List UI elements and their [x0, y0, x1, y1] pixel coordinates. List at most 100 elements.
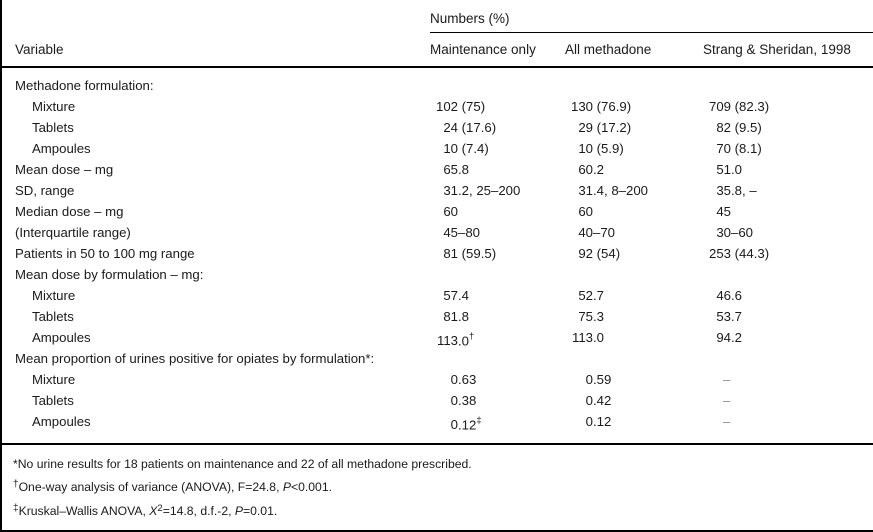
row-label: Tablets — [32, 309, 74, 324]
row-label: Ampoules — [32, 141, 91, 156]
table-cell: 31.4, 8–200 — [578, 183, 648, 198]
row-label: SD, range — [15, 183, 75, 198]
table-cell: 52.7 — [578, 288, 604, 303]
table-cell: 0.12‡ — [450, 415, 482, 433]
table-cell — [565, 348, 703, 369]
footnote-line: *No urine results for 18 patients on mai… — [13, 457, 472, 471]
row-label: Mean dose – mg — [15, 162, 114, 177]
table-cell: 31.2, 25–200 — [443, 183, 521, 198]
table-cell — [430, 264, 565, 285]
table-cell: 53.7 — [716, 309, 742, 324]
table-cell: 102 (75) — [435, 99, 486, 114]
row-label: Tablets — [32, 393, 74, 408]
table-row: Median dose – mg 60 60 45 — [2, 201, 873, 222]
table-cell: 70 (8.1) — [716, 141, 762, 156]
table-cell — [565, 75, 703, 96]
table-cell: 60.2 — [578, 162, 604, 177]
row-label: Mixture — [32, 99, 76, 114]
table-row: (Interquartile range) 45–80 40–70 30–60 — [2, 222, 873, 243]
table-cell — [703, 75, 873, 96]
footnotes-section: *No urine results for 18 patients on mai… — [2, 443, 873, 532]
table-cell: 113.0 — [571, 330, 604, 345]
table-row: Tablets 0.38 0.42 – — [2, 390, 873, 411]
column-header-strang-sheridan: Strang & Sheridan, 1998 — [703, 42, 851, 57]
table-cell: 82 (9.5) — [716, 120, 762, 135]
table-body: Methadone formulation: Mixture 102 (75) 130… — [2, 68, 873, 443]
table-row: Methadone formulation: — [2, 75, 873, 96]
table-cell: 81.8 — [443, 309, 469, 324]
table-row: Mixture 57.4 52.7 46.6 — [2, 285, 873, 306]
table-cell: 35.8, – — [716, 183, 757, 198]
row-label: Mean proportion of urines positive for o… — [15, 351, 375, 366]
row-label: Mixture — [32, 372, 76, 387]
table-row: Mixture 0.63 0.59 – — [2, 369, 873, 390]
table-cell: 0.12 — [585, 414, 612, 429]
table-cell: 94.2 — [716, 330, 742, 345]
table-row: Patients in 50 to 100 mg range 81 (59.5) 9… — [2, 243, 873, 264]
table-cell: – — [723, 372, 731, 387]
table-cell: – — [723, 414, 731, 429]
column-header-all-methadone: All methadone — [565, 42, 652, 57]
table-cell: 0.63 — [450, 372, 477, 387]
footnote-line: †One-way analysis of variance (ANOVA), F… — [13, 479, 332, 494]
table-cell: 40–70 — [578, 225, 616, 240]
table-cell — [703, 264, 873, 285]
table-cell: 45 — [716, 204, 731, 219]
table-cell: 0.42 — [585, 393, 612, 408]
spanner-header-label: Numbers (%) — [430, 11, 510, 26]
table-cell: 0.38 — [450, 393, 477, 408]
table-row: Ampoules 113.0† 113.0 94.2 — [2, 327, 873, 348]
table-cell: 51.0 — [716, 162, 742, 177]
table-cell: 10 (5.9) — [578, 141, 624, 156]
table-row: Tablets 81.8 75.3 53.7 — [2, 306, 873, 327]
row-label: Mean dose by formulation – mg: — [15, 267, 204, 282]
row-label: Mixture — [32, 288, 76, 303]
table-cell: 130 (76.9) — [570, 99, 632, 114]
table-cell: 24 (17.6) — [443, 120, 497, 135]
table-cell — [430, 75, 565, 96]
table-cell: 45–80 — [443, 225, 481, 240]
table-cell: 253 (44.3) — [708, 246, 770, 261]
table-cell: 29 (17.2) — [578, 120, 632, 135]
table-cell: 46.6 — [716, 288, 742, 303]
row-label: Patients in 50 to 100 mg range — [15, 246, 195, 261]
table-cell — [703, 348, 873, 369]
table-cell: 65.8 — [443, 162, 469, 177]
table-row: Tablets 24 (17.6) 29 (17.2) 82 (9.5) — [2, 117, 873, 138]
row-label: Median dose – mg — [15, 204, 124, 219]
table-cell: 81 (59.5) — [443, 246, 497, 261]
table-cell — [430, 348, 565, 369]
spanner-spacer — [2, 0, 430, 33]
table-cell: 0.59 — [585, 372, 612, 387]
table-cell: 60 — [443, 204, 458, 219]
table-cell: 30–60 — [716, 225, 754, 240]
column-header-variable: Variable — [15, 42, 64, 57]
row-label: Ampoules — [32, 330, 91, 345]
row-label: Ampoules — [32, 414, 91, 429]
table-cell — [565, 264, 703, 285]
table-row: SD, range 31.2, 25–200 31.4, 8–200 35.8, – — [2, 180, 873, 201]
column-header-maintenance-only: Maintenance only — [430, 42, 536, 57]
row-label: (Interquartile range) — [15, 225, 131, 240]
table-spanner-row: Numbers (%) — [2, 0, 873, 33]
table-row: Ampoules 0.12‡ 0.12 – — [2, 411, 873, 432]
table-cell: 57.4 — [443, 288, 469, 303]
table-row: Ampoules 10 (7.4) 10 (5.9) 70 (8.1) — [2, 138, 873, 159]
table-row: Mean dose – mg 65.8 60.2 51.0 — [2, 159, 873, 180]
table-cell: – — [723, 393, 731, 408]
spanner-header: Numbers (%) — [430, 0, 873, 33]
table-row: Mean dose by formulation – mg: — [2, 264, 873, 285]
table-row: Mixture 102 (75) 130 (76.9) 709 (82.3) — [2, 96, 873, 117]
footnote-line: ‡Kruskal–Wallis ANOVA, X2=14.8, d.f.-2, … — [13, 503, 278, 518]
table-cell: 10 (7.4) — [443, 141, 489, 156]
table-header-row: Variable Maintenance only All methadone … — [2, 33, 873, 68]
footnote-marker: † — [469, 331, 475, 342]
row-label: Methadone formulation: — [15, 78, 154, 93]
table-cell: 113.0† — [436, 331, 475, 349]
table-cell: 60 — [578, 204, 593, 219]
row-label: Tablets — [32, 120, 74, 135]
table-row: Mean proportion of urines positive for o… — [2, 348, 873, 369]
footnote-marker: ‡ — [476, 415, 482, 426]
table-cell: 709 (82.3) — [708, 99, 770, 114]
